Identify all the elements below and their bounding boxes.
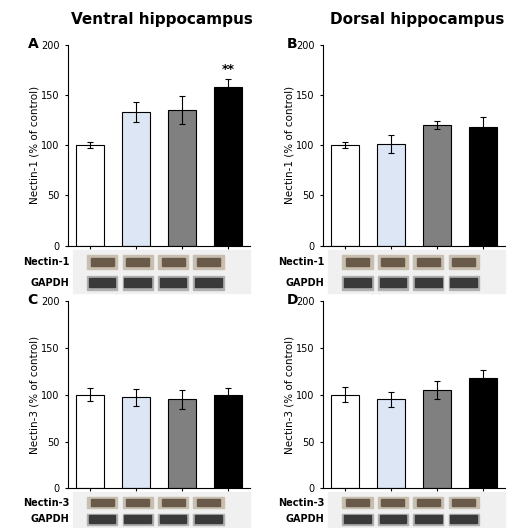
Bar [346,499,369,506]
Bar [417,258,440,266]
Text: Nectin-3: Nectin-3 [23,497,69,507]
Bar [417,499,440,506]
Bar [377,144,405,246]
Bar [125,515,151,523]
Bar [344,278,371,287]
Text: C: C [28,294,38,307]
Bar [160,278,187,287]
Bar [122,514,153,525]
Bar [125,278,151,287]
Bar [342,514,373,525]
Bar [214,395,242,488]
Bar [214,87,242,246]
Bar [342,256,373,269]
Bar [452,499,475,506]
Bar [380,515,406,523]
Bar [451,278,477,287]
Bar [158,514,188,525]
Bar [168,110,196,246]
Bar [413,497,443,508]
Bar [415,278,442,287]
Text: GAPDH: GAPDH [31,278,69,288]
Bar [158,497,188,508]
Bar [162,258,184,266]
Bar [91,258,114,266]
Bar [197,258,220,266]
Bar [122,398,150,488]
Bar [380,278,406,287]
Bar [122,276,153,289]
Bar [449,276,479,289]
Bar [126,499,149,506]
Bar [344,515,371,523]
Y-axis label: Nectin-1 (% of control): Nectin-1 (% of control) [285,86,295,204]
Bar [122,256,153,269]
Bar [449,497,479,508]
Y-axis label: Nectin-1 (% of control): Nectin-1 (% of control) [30,86,40,204]
Bar [193,497,224,508]
Bar [158,256,188,269]
Bar [122,497,153,508]
Text: D: D [287,294,298,307]
Bar [469,127,497,246]
Bar [452,258,475,266]
Bar [331,145,359,246]
Bar [87,256,117,269]
Bar [378,256,408,269]
Bar [415,515,442,523]
Text: GAPDH: GAPDH [286,514,325,524]
Bar [158,276,188,289]
Bar [160,515,187,523]
Bar [87,514,117,525]
Bar [451,515,477,523]
Bar [346,258,369,266]
Bar [195,515,222,523]
Bar [122,112,150,246]
Bar [91,499,114,506]
Text: Nectin-1: Nectin-1 [23,257,69,267]
Bar [342,497,373,508]
Text: GAPDH: GAPDH [286,278,325,288]
Bar [413,256,443,269]
Y-axis label: Nectin-3 (% of control): Nectin-3 (% of control) [285,336,295,454]
Bar [469,378,497,488]
Bar [342,276,373,289]
Bar [193,276,224,289]
Text: GAPDH: GAPDH [31,514,69,524]
Bar [413,514,443,525]
Bar [378,514,408,525]
Bar [87,276,117,289]
Bar [424,125,451,246]
Bar [126,258,149,266]
Bar [377,399,405,488]
Text: Dorsal hippocampus: Dorsal hippocampus [330,12,504,27]
Bar [449,256,479,269]
Bar [89,278,116,287]
Text: Nectin-3: Nectin-3 [278,497,325,507]
Bar [193,514,224,525]
Bar [381,499,404,506]
Bar [76,145,104,246]
Bar [193,256,224,269]
Bar [87,497,117,508]
Text: B: B [287,37,297,51]
Bar [195,278,222,287]
Bar [381,258,404,266]
Y-axis label: Nectin-3 (% of control): Nectin-3 (% of control) [30,336,40,454]
Bar [197,499,220,506]
Bar [378,276,408,289]
Bar [424,390,451,488]
Text: A: A [28,37,39,51]
Bar [413,276,443,289]
Bar [89,515,116,523]
Text: Ventral hippocampus: Ventral hippocampus [70,12,253,27]
Bar [162,499,184,506]
Text: Nectin-1: Nectin-1 [278,257,325,267]
Bar [378,497,408,508]
Bar [449,514,479,525]
Bar [331,395,359,488]
Text: **: ** [221,63,234,76]
Bar [168,399,196,488]
Bar [76,395,104,488]
